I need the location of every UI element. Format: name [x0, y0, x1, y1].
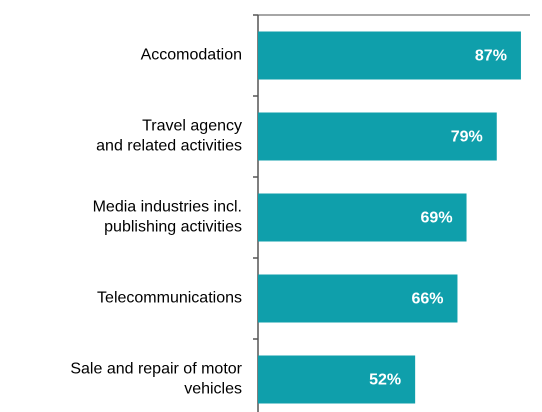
category-label-line: Accomodation: [141, 47, 242, 64]
bar: [258, 193, 467, 242]
category-label-line: Media industries incl.: [93, 199, 242, 216]
value-label: 69%: [421, 210, 453, 227]
category-label-line: Sale and repair of motor: [70, 361, 242, 378]
bar: [258, 274, 458, 323]
value-label: 52%: [369, 372, 401, 389]
category-label: Telecommunications: [97, 290, 242, 307]
value-label: 87%: [475, 48, 507, 65]
category-label: Sale and repair of motor vehicles: [70, 361, 242, 398]
category-label: Accomodation: [141, 47, 242, 64]
bar: [258, 31, 521, 80]
value-label: 66%: [411, 291, 443, 308]
category-label: Travel agency and related activities: [96, 118, 242, 155]
category-label-line: Telecommunications: [97, 290, 242, 307]
value-label: 79%: [451, 129, 483, 146]
bar: [258, 355, 416, 404]
category-label-line: Travel agency: [142, 118, 242, 135]
category-label-line: and related activities: [96, 138, 242, 155]
bar: [258, 112, 497, 161]
category-label: Media industries incl. publishing activit…: [93, 199, 242, 236]
category-label-line: vehicles: [184, 381, 242, 398]
category-label-line: publishing activities: [104, 219, 242, 236]
